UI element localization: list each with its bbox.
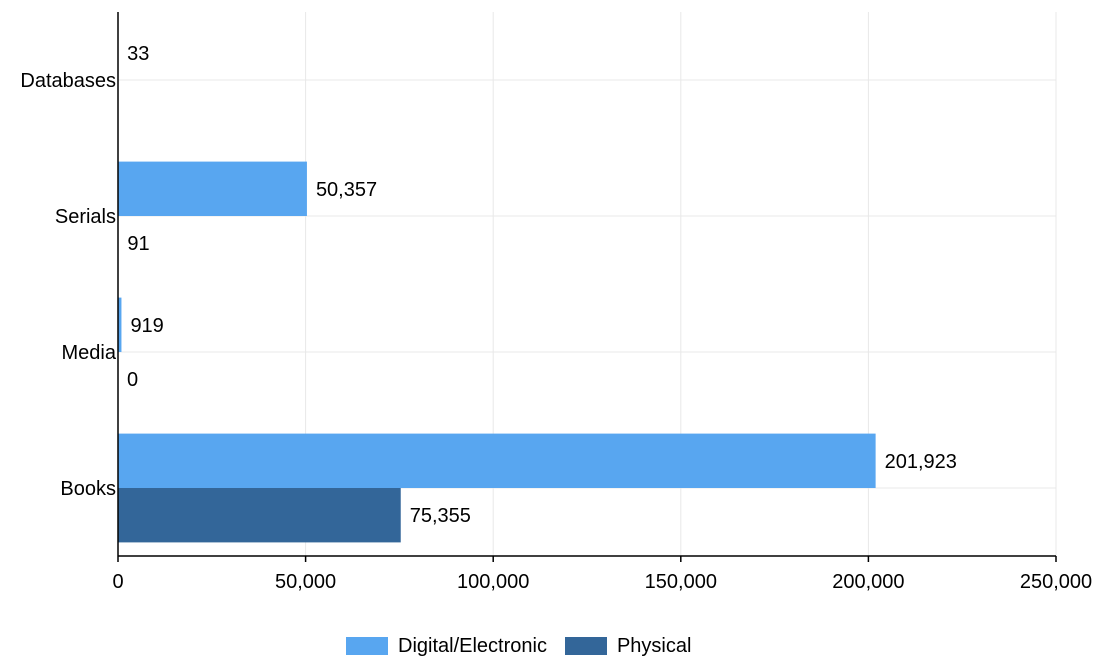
legend-label-physical: Physical [617,635,691,658]
x-tick-label: 50,000 [275,571,336,593]
category-label: Books [60,478,116,500]
legend-swatch-physical [565,637,607,655]
x-tick-label: 150,000 [645,571,717,593]
bar-digital-electronic-books [118,434,876,488]
x-tick-label: 200,000 [832,571,904,593]
data-label: 919 [130,315,163,337]
category-label: Media [62,342,117,364]
data-label: 201,923 [885,451,957,473]
legend-item-digital: Digital/Electronic [346,635,547,658]
legend-swatch-digital [346,637,388,655]
legend-item-physical: Physical [565,635,691,658]
x-tick-label: 100,000 [457,571,529,593]
x-tick-label: 250,000 [1020,571,1092,593]
x-tick-label: 0 [112,571,123,593]
legend-label-digital: Digital/Electronic [398,635,547,658]
category-label: Serials [55,206,116,228]
data-label: 33 [127,43,149,65]
bar-digital-electronic-serials [118,162,307,216]
data-label: 0 [127,369,138,391]
category-label: Databases [20,70,116,92]
legend: Digital/Electronic Physical [346,633,691,659]
data-label: 50,357 [316,179,377,201]
data-label: 91 [127,233,149,255]
bar-physical-books [118,488,401,542]
data-label: 75,355 [410,505,471,527]
